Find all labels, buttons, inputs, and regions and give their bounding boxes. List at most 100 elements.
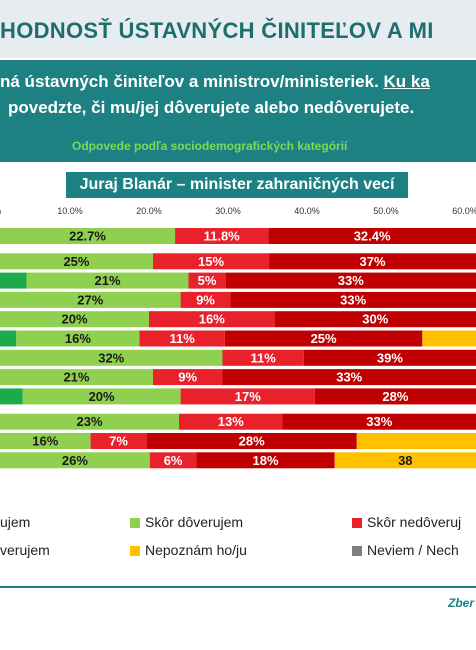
bar-segment-rozhodne-nedoverujem [303,349,476,366]
bar-segment-skor-doverujem [0,349,223,366]
bar-segment-nepoznam [334,452,476,469]
bar-value-label: 18% [253,453,279,468]
bar-segment-nepoznam [356,433,476,449]
bar-segment-skor-nedoverujem [179,413,283,430]
bar-value-label: 21% [95,273,121,288]
bar-value-label: 7% [109,434,128,449]
bar-segment-rozhodne-nedoverujem [268,228,476,244]
legend-item: Skôr dôverujem [130,514,243,534]
question-line-2: povedzte, či mu/jej dôverujete alebo ned… [8,98,415,117]
bar-segment-rozhodne-nedoverujem [314,388,476,405]
legend-item: verujem [0,542,50,562]
bar-value-label: 22.7% [69,229,106,244]
bar-value-label: 33% [340,292,366,307]
bar-value-label: 30% [362,312,388,327]
legend-swatch [130,546,140,557]
x-tick-label: 30.0% [215,206,241,216]
bar-value-label: 11.8% [204,229,241,244]
legend-item: Nepoznám ho/ju [130,542,247,562]
bar-segment-rozhodne-nedoverujem [146,433,357,449]
x-tick-label: 40.0% [294,206,320,216]
bar-value-label: 11% [170,331,196,346]
bar-segment-skor-doverujem [0,228,176,244]
question-box: ná ústavných činiteľov a ministrov/minis… [0,60,476,162]
bar-segment-skor-doverujem [0,433,91,449]
legend: ujem Skôr dôverujem Skôr nedôveruj verujem N… [0,512,476,572]
bar-value-label: 28% [239,434,265,449]
x-tick-label: 0.0% [0,206,1,216]
legend-swatch [352,518,362,529]
bar-value-label: 5% [198,273,217,288]
bar-value-label: 16% [32,434,58,449]
bar-segment-rozhodne-doverujem [0,388,23,405]
bar-segment-rozhodne-nedoverujem [274,311,476,328]
bar-value-label: 23% [76,414,102,429]
bar-segment-skor-nedoverujem [149,311,275,328]
bar-segment-skor-doverujem [0,311,149,328]
legend-item: ujem [0,514,30,534]
bar-segment-rozhodne-doverujem [0,330,17,347]
bar-value-label: 9% [178,370,197,385]
page-title: HODNOSŤ ÚSTAVNÝCH ČINITEĽOV A MI [0,18,434,43]
bar-value-label: 6% [164,453,183,468]
legend-swatch [352,546,362,557]
question-line-1: ná ústavných činiteľov a ministrov/minis… [0,72,430,92]
bar-segment-nepoznam [422,330,476,347]
bar-segment-skor-doverujem [22,388,181,405]
bar-segment-rozhodne-nedoverujem [222,369,476,386]
bar-segment-skor-nedoverujem [152,369,223,386]
question-line-1-text: ná ústavných činiteľov a ministrov/minis… [0,72,384,91]
bar-value-label: 39% [377,350,403,365]
bar-segment-skor-nedoverujem [149,452,197,469]
bar-value-label: 25% [311,331,337,346]
chart-title: Juraj Blanár – minister zahraničných vec… [66,172,408,198]
bar-segment-rozhodne-nedoverujem [230,291,476,308]
bar-value-label: 13% [218,414,244,429]
bar-value-label: 38 [398,453,412,468]
x-tick-label: 60.0% [452,206,476,216]
legend-item: Neviem / Nech [352,542,459,562]
stacked-bar-chart: 0.0%10.0%20.0%30.0%40.0%50.0%60.0%70.0%2… [0,206,476,469]
bar-segment-rozhodne-nedoverujem [282,413,476,430]
bar-value-label: 16% [65,331,91,346]
bar-value-label: 33% [366,414,392,429]
footer-divider [0,586,476,588]
bar-value-label: 25% [63,254,89,269]
bar-value-label: 9% [196,292,215,307]
bar-value-label: 33% [336,370,362,385]
legend-label: Nepoznám ho/ju [145,542,247,558]
legend-label: Skôr dôverujem [145,514,244,530]
bar-value-label: 20% [89,389,115,404]
bar-segment-rozhodne-nedoverujem [224,330,423,347]
x-tick-label: 50.0% [373,206,399,216]
title-band: HODNOSŤ ÚSTAVNÝCH ČINITEĽOV A MI [0,0,476,58]
bar-segment-skor-nedoverujem [180,388,315,405]
subtitle: Odpovede podľa sociodemografických kateg… [72,139,348,153]
bar-segment-rozhodne-nedoverujem [196,452,335,469]
bar-value-label: 11% [250,350,276,365]
bar-segment-skor-nedoverujem [222,349,304,366]
legend-swatch [130,518,140,529]
bar-segment-skor-doverujem [0,452,150,469]
question-line-1-underlined: Ku ka [383,72,430,91]
bar-segment-skor-doverujem [16,330,140,347]
bar-segment-rozhodne-nedoverujem [269,253,476,270]
bar-segment-skor-nedoverujem [175,228,269,244]
bar-segment-skor-nedoverujem [90,433,147,449]
bar-segment-skor-nedoverujem [180,291,231,308]
bar-value-label: 33% [338,273,364,288]
bar-value-label: 20% [61,312,87,327]
legend-label: verujem [0,542,50,558]
bar-segment-rozhodne-doverujem [0,272,27,289]
bar-segment-skor-nedoverujem [152,253,270,270]
legend-label: Skôr nedôveruj [367,514,462,530]
x-tick-label: 10.0% [57,206,83,216]
bar-value-label: 21% [63,370,89,385]
bar-value-label: 37% [360,254,386,269]
bar-segment-skor-doverujem [0,253,153,270]
bar-segment-skor-doverujem [0,413,180,430]
bar-value-label: 28% [382,389,408,404]
bar-value-label: 17% [235,389,261,404]
legend-label: ujem [0,514,31,530]
x-tick-label: 20.0% [136,206,162,216]
